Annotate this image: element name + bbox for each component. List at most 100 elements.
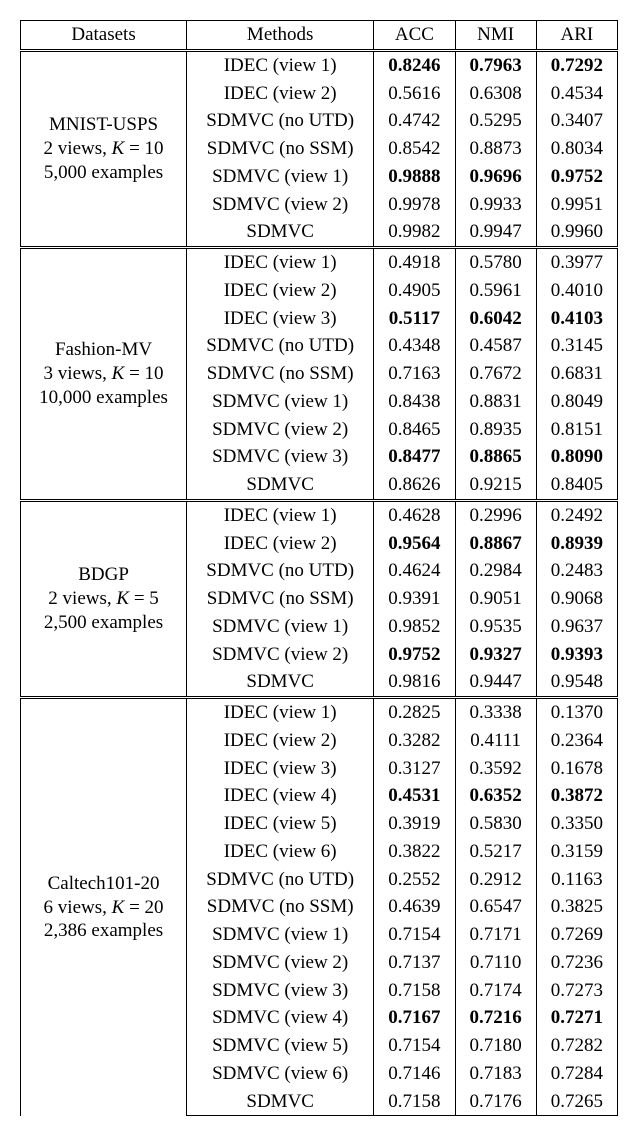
ari-cell: 0.3145 — [536, 332, 617, 360]
dataset-line: 2,500 examples — [31, 611, 176, 635]
method-cell: SDMVC (view 3) — [187, 443, 374, 471]
acc-cell: 0.4348 — [374, 332, 455, 360]
ari-cell: 0.8049 — [536, 388, 617, 416]
table-row: Fashion-MV3 views, K = 1010,000 examples… — [21, 248, 618, 277]
method-cell: SDMVC (view 4) — [187, 1004, 374, 1032]
method-cell: IDEC (view 3) — [187, 755, 374, 783]
nmi-cell: 0.2996 — [455, 500, 536, 529]
nmi-cell: 0.8873 — [455, 135, 536, 163]
acc-cell: 0.7167 — [374, 1004, 455, 1032]
acc-cell: 0.4624 — [374, 557, 455, 585]
nmi-cell: 0.8865 — [455, 443, 536, 471]
method-cell: SDMVC (view 2) — [187, 191, 374, 219]
acc-cell: 0.4918 — [374, 248, 455, 277]
nmi-cell: 0.7171 — [455, 921, 536, 949]
method-cell: IDEC (view 1) — [187, 50, 374, 79]
nmi-cell: 0.5961 — [455, 277, 536, 305]
ari-cell: 0.8405 — [536, 471, 617, 500]
acc-cell: 0.9816 — [374, 668, 455, 697]
ari-cell: 0.4534 — [536, 80, 617, 108]
method-cell: SDMVC — [187, 471, 374, 500]
ari-cell: 0.2483 — [536, 557, 617, 585]
nmi-cell: 0.8935 — [455, 416, 536, 444]
method-cell: SDMVC (no UTD) — [187, 557, 374, 585]
acc-cell: 0.9391 — [374, 585, 455, 613]
col-nmi: NMI — [455, 21, 536, 51]
ari-cell: 0.4103 — [536, 305, 617, 333]
method-cell: SDMVC (view 6) — [187, 1060, 374, 1088]
ari-cell: 0.7292 — [536, 50, 617, 79]
method-cell: IDEC (view 1) — [187, 248, 374, 277]
results-table: Datasets Methods ACC NMI ARI MNIST-USPS2… — [20, 20, 618, 1116]
dataset-line: 2 views, K = 10 — [31, 137, 176, 161]
ari-cell: 0.8151 — [536, 416, 617, 444]
ari-cell: 0.3350 — [536, 810, 617, 838]
ari-cell: 0.1370 — [536, 698, 617, 727]
method-cell: IDEC (view 3) — [187, 305, 374, 333]
header-row: Datasets Methods ACC NMI ARI — [21, 21, 618, 51]
acc-cell: 0.9752 — [374, 641, 455, 669]
ari-cell: 0.6831 — [536, 360, 617, 388]
method-cell: SDMVC — [187, 218, 374, 247]
dataset-cell: Fashion-MV3 views, K = 1010,000 examples — [21, 248, 187, 501]
ari-cell: 0.3159 — [536, 838, 617, 866]
nmi-cell: 0.4587 — [455, 332, 536, 360]
method-cell: IDEC (view 6) — [187, 838, 374, 866]
nmi-cell: 0.7176 — [455, 1088, 536, 1116]
nmi-cell: 0.7672 — [455, 360, 536, 388]
acc-cell: 0.9982 — [374, 218, 455, 247]
nmi-cell: 0.3338 — [455, 698, 536, 727]
ari-cell: 0.7269 — [536, 921, 617, 949]
dataset-line: BDGP — [31, 563, 176, 587]
acc-cell: 0.4639 — [374, 893, 455, 921]
table-row: Caltech101-206 views, K = 202,386 exampl… — [21, 698, 618, 727]
dataset-line: Fashion-MV — [31, 338, 176, 362]
nmi-cell: 0.7963 — [455, 50, 536, 79]
acc-cell: 0.9888 — [374, 163, 455, 191]
dataset-cell: Caltech101-206 views, K = 202,386 exampl… — [21, 698, 187, 1116]
col-datasets: Datasets — [21, 21, 187, 51]
dataset-line: Caltech101-20 — [31, 872, 176, 896]
method-cell: SDMVC (view 2) — [187, 641, 374, 669]
method-cell: SDMVC (view 1) — [187, 163, 374, 191]
dataset-line: 3 views, K = 10 — [31, 362, 176, 386]
method-cell: SDMVC (view 2) — [187, 949, 374, 977]
ari-cell: 0.9752 — [536, 163, 617, 191]
dataset-cell: BDGP2 views, K = 52,500 examples — [21, 500, 187, 697]
ari-cell: 0.7236 — [536, 949, 617, 977]
ari-cell: 0.4010 — [536, 277, 617, 305]
acc-cell: 0.2825 — [374, 698, 455, 727]
method-cell: SDMVC (view 1) — [187, 613, 374, 641]
method-cell: SDMVC (no UTD) — [187, 107, 374, 135]
nmi-cell: 0.4111 — [455, 727, 536, 755]
acc-cell: 0.7137 — [374, 949, 455, 977]
nmi-cell: 0.2912 — [455, 866, 536, 894]
ari-cell: 0.8939 — [536, 530, 617, 558]
nmi-cell: 0.5217 — [455, 838, 536, 866]
ari-cell: 0.7265 — [536, 1088, 617, 1116]
method-cell: SDMVC — [187, 668, 374, 697]
nmi-cell: 0.8867 — [455, 530, 536, 558]
nmi-cell: 0.2984 — [455, 557, 536, 585]
ari-cell: 0.9951 — [536, 191, 617, 219]
ari-cell: 0.9637 — [536, 613, 617, 641]
col-acc: ACC — [374, 21, 455, 51]
nmi-cell: 0.5830 — [455, 810, 536, 838]
acc-cell: 0.9852 — [374, 613, 455, 641]
dataset-cell: MNIST-USPS2 views, K = 105,000 examples — [21, 50, 187, 247]
method-cell: SDMVC (no SSM) — [187, 585, 374, 613]
acc-cell: 0.2552 — [374, 866, 455, 894]
dataset-line: 2 views, K = 5 — [31, 587, 176, 611]
acc-cell: 0.8465 — [374, 416, 455, 444]
method-cell: IDEC (view 1) — [187, 698, 374, 727]
dataset-line: 5,000 examples — [31, 161, 176, 185]
dataset-line: 6 views, K = 20 — [31, 896, 176, 920]
nmi-cell: 0.7180 — [455, 1032, 536, 1060]
nmi-cell: 0.9051 — [455, 585, 536, 613]
method-cell: IDEC (view 2) — [187, 727, 374, 755]
acc-cell: 0.9564 — [374, 530, 455, 558]
ari-cell: 0.9393 — [536, 641, 617, 669]
method-cell: IDEC (view 2) — [187, 277, 374, 305]
method-cell: SDMVC (view 1) — [187, 921, 374, 949]
method-cell: SDMVC — [187, 1088, 374, 1116]
